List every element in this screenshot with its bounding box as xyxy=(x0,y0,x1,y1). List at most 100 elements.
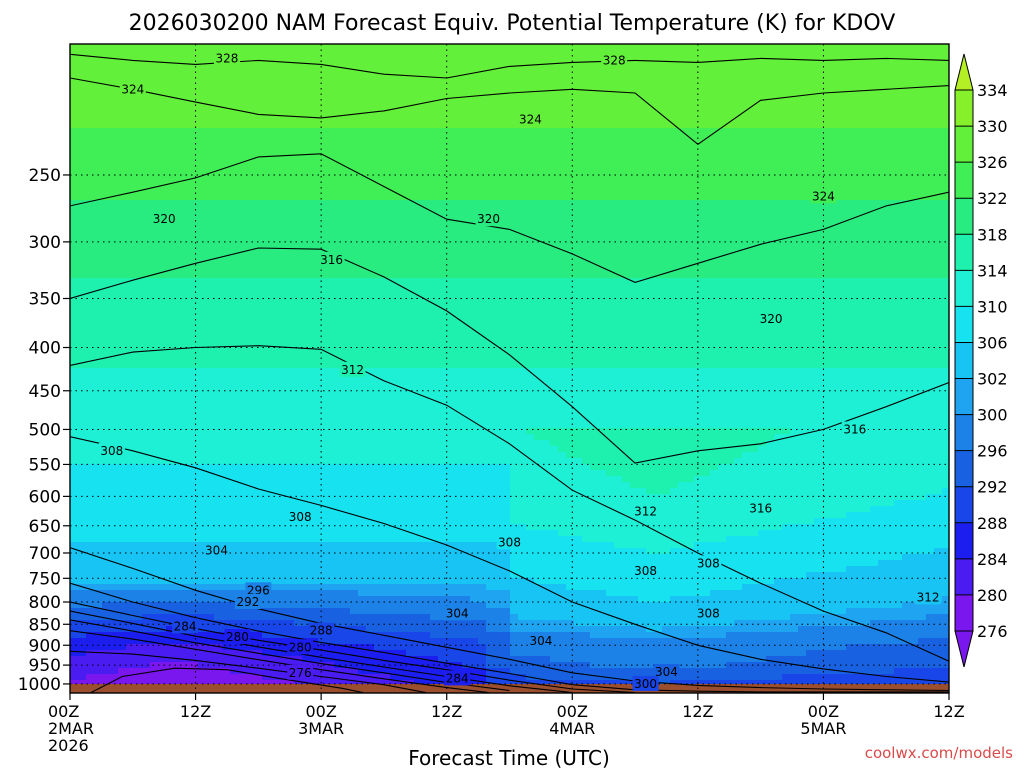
field-cell xyxy=(398,92,407,99)
field-cell xyxy=(78,116,87,123)
field-cell xyxy=(406,662,415,669)
field-cell xyxy=(238,518,247,525)
field-cell xyxy=(278,674,287,681)
field-cell xyxy=(422,140,431,147)
field-cell xyxy=(86,344,95,351)
field-cell xyxy=(278,434,287,441)
field-cell xyxy=(134,590,143,597)
field-cell xyxy=(326,512,335,519)
field-cell xyxy=(286,332,295,339)
field-cell xyxy=(422,152,431,159)
field-cell xyxy=(286,554,295,561)
field-cell xyxy=(190,332,199,339)
field-cell xyxy=(286,320,295,327)
field-cell xyxy=(262,536,271,543)
field-cell xyxy=(294,596,303,603)
field-cell xyxy=(414,74,423,81)
field-cell xyxy=(102,68,111,75)
field-cell xyxy=(350,404,359,411)
field-cell xyxy=(294,548,303,555)
field-cell xyxy=(198,554,207,561)
field-cell xyxy=(270,212,279,219)
field-cell xyxy=(182,98,191,105)
field-cell xyxy=(342,590,351,597)
field-cell xyxy=(374,296,383,303)
field-cell xyxy=(326,182,335,189)
field-cell xyxy=(318,488,327,495)
field-cell xyxy=(374,494,383,501)
field-cell xyxy=(166,254,175,261)
field-cell xyxy=(70,542,79,549)
field-cell xyxy=(182,350,191,357)
field-cell xyxy=(254,488,263,495)
field-cell xyxy=(214,272,223,279)
field-cell xyxy=(270,608,279,615)
field-cell xyxy=(270,278,279,285)
field-cell xyxy=(334,206,343,213)
field-cell xyxy=(262,152,271,159)
field-cell xyxy=(94,92,103,99)
field-cell xyxy=(422,50,431,57)
field-cell xyxy=(406,230,415,237)
field-cell xyxy=(78,566,87,573)
field-cell xyxy=(182,614,191,621)
field-cell xyxy=(414,668,423,675)
field-cell xyxy=(286,134,295,141)
field-cell xyxy=(262,68,271,75)
field-cell xyxy=(142,392,151,399)
field-cell xyxy=(262,248,271,255)
field-cell xyxy=(414,470,423,477)
field-cell xyxy=(174,194,183,201)
field-cell xyxy=(198,236,207,243)
field-cell xyxy=(382,350,391,357)
field-cell xyxy=(334,104,343,111)
field-cell xyxy=(150,110,159,117)
field-cell xyxy=(190,74,199,81)
field-cell xyxy=(294,368,303,375)
field-cell xyxy=(278,194,287,201)
field-cell xyxy=(414,296,423,303)
field-cell xyxy=(198,650,207,657)
field-cell xyxy=(166,158,175,165)
field-cell xyxy=(414,566,423,573)
field-cell xyxy=(70,512,79,519)
field-cell xyxy=(294,140,303,147)
field-cell xyxy=(222,578,231,585)
field-cell xyxy=(150,188,159,195)
field-cell xyxy=(342,80,351,87)
field-cell xyxy=(342,404,351,411)
field-cell xyxy=(134,530,143,537)
field-cell xyxy=(102,374,111,381)
field-cell xyxy=(150,350,159,357)
field-cell xyxy=(182,326,191,333)
field-cell xyxy=(70,320,79,327)
field-cell xyxy=(270,116,279,123)
field-cell xyxy=(406,488,415,495)
field-cell xyxy=(110,542,119,549)
field-cell xyxy=(374,356,383,363)
field-cell xyxy=(142,92,151,99)
field-cell xyxy=(382,374,391,381)
field-cell xyxy=(78,464,87,471)
field-cell xyxy=(302,344,311,351)
field-cell xyxy=(214,488,223,495)
field-cell xyxy=(110,266,119,273)
field-cell xyxy=(262,200,271,207)
field-cell xyxy=(78,74,87,81)
field-cell xyxy=(150,608,159,615)
field-cell xyxy=(206,662,215,669)
field-cell xyxy=(326,302,335,309)
field-cell xyxy=(182,110,191,117)
field-cell xyxy=(86,464,95,471)
field-cell xyxy=(110,500,119,507)
field-cell xyxy=(366,596,375,603)
field-cell xyxy=(366,62,375,69)
field-cell xyxy=(318,464,327,471)
field-cell xyxy=(190,590,199,597)
field-cell xyxy=(158,428,167,435)
field-cell xyxy=(382,86,391,93)
field-cell xyxy=(190,554,199,561)
field-cell xyxy=(342,188,351,195)
field-cell xyxy=(150,524,159,531)
field-cell xyxy=(150,530,159,537)
